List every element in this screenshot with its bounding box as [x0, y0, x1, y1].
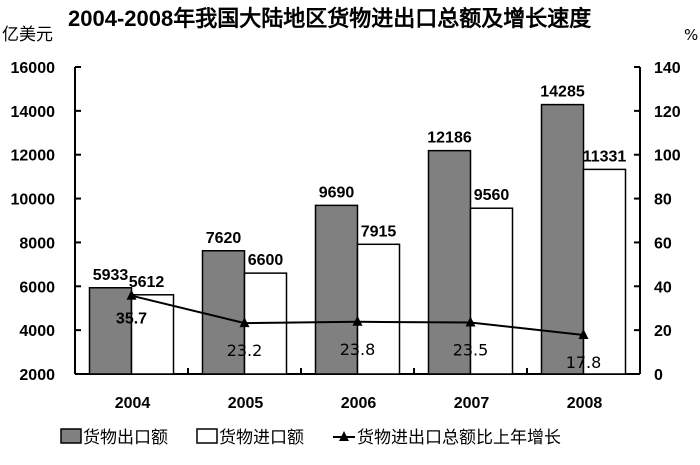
- y-axis-right-label: %: [684, 26, 698, 44]
- bar-export: [540, 103, 585, 375]
- y-tick-label-right: 80: [654, 192, 672, 209]
- data-label-export: 9690: [319, 184, 355, 201]
- x-tick-label: 2004: [115, 395, 151, 412]
- marker-growth: [465, 316, 476, 327]
- y-tick-label-left: 12000: [11, 148, 56, 165]
- data-label-import: 7915: [361, 223, 397, 240]
- marker-growth: [126, 289, 137, 300]
- y-tick-label-left: 4000: [19, 323, 55, 340]
- data-label-export: 7620: [206, 230, 242, 247]
- data-label-import: 5612: [129, 274, 165, 291]
- marker-growth: [352, 315, 363, 326]
- bar-export: [88, 287, 133, 375]
- legend-label-export: 货物出口额: [83, 428, 168, 448]
- marker-growth: [578, 328, 589, 339]
- y-tick-label-right: 20: [654, 323, 672, 340]
- bar-import: [582, 168, 627, 375]
- legend-label-growth: 货物进出口总额比上年增长: [357, 428, 561, 448]
- y-tick-label-left: 16000: [11, 60, 56, 77]
- y-tick-label-left: 2000: [19, 367, 55, 384]
- bar-import: [469, 207, 514, 375]
- bar-export: [314, 204, 359, 375]
- chart-title: 2004-2008年我国大陆地区货物进出口总额及增长速度: [68, 6, 592, 31]
- x-tick-label: 2006: [341, 395, 377, 412]
- legend: 货物出口额 货物进口额 货物进出口总额比上年增长: [60, 428, 561, 448]
- x-tick-label: 2008: [567, 395, 603, 412]
- legend-marker-growth: [339, 431, 349, 441]
- y-tick-label-right: 120: [654, 104, 681, 121]
- legend-label-import: 货物进口额: [219, 428, 304, 448]
- y-tick-label-right: 60: [654, 235, 672, 252]
- data-label-import: 11331: [583, 148, 627, 165]
- y-tick-label-left: 10000: [11, 192, 56, 209]
- y-tick-label-right: 100: [654, 148, 681, 165]
- data-label-growth: 17.8: [566, 353, 602, 372]
- data-label-export: 5933: [93, 267, 129, 284]
- marker-growth: [239, 317, 250, 328]
- bar-export: [427, 149, 472, 375]
- y-tick-label-left: 6000: [19, 279, 55, 296]
- y-tick-label-left: 8000: [19, 235, 55, 252]
- data-label-growth: 23.5: [453, 340, 489, 359]
- x-tick-label: 2007: [454, 395, 490, 412]
- legend-swatch-export: [60, 428, 82, 444]
- data-label-export: 14285: [540, 84, 585, 101]
- data-label-growth: 23.8: [340, 340, 376, 359]
- data-label-export: 12186: [427, 130, 472, 147]
- y-axis-left-label: 亿美元: [2, 25, 53, 45]
- y-tick-label-right: 40: [654, 279, 672, 296]
- bar-import: [130, 294, 175, 375]
- y-tick-label-left: 14000: [11, 104, 56, 121]
- data-label-growth: 23.2: [227, 341, 263, 360]
- data-label-import: 9560: [474, 187, 510, 204]
- data-label-growth: 35.7: [116, 311, 147, 328]
- y-tick-label-right: 0: [654, 367, 663, 384]
- x-tick-label: 2005: [228, 395, 264, 412]
- legend-swatch-import: [196, 428, 218, 444]
- bar-import: [356, 243, 401, 375]
- y-tick-label-right: 140: [654, 60, 681, 77]
- data-label-import: 6600: [248, 252, 284, 269]
